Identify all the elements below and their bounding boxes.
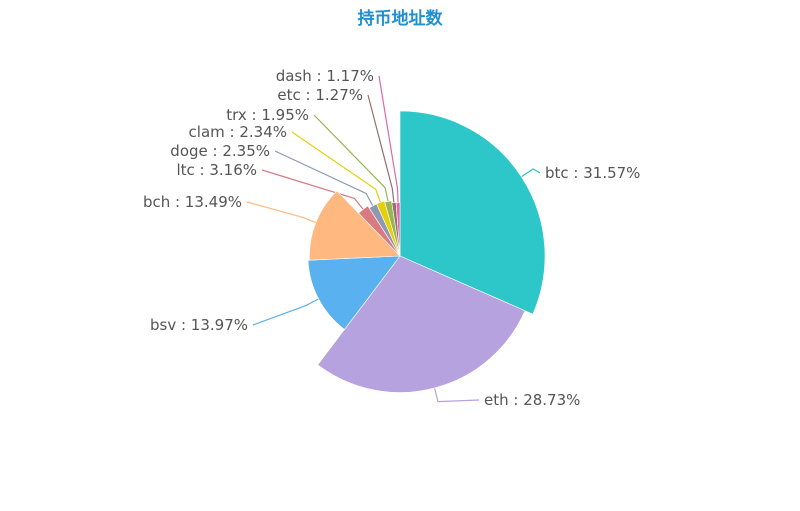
leader-line-etc — [367, 94, 395, 203]
slice-label-etc: etc : 1.27% — [277, 86, 363, 104]
slice-label-btc: btc : 31.57% — [545, 164, 640, 182]
pie-slice-dash[interactable] — [395, 202, 401, 257]
slice-label-doge: doge : 2.35% — [170, 142, 270, 160]
chart-title: 持币地址数 — [357, 9, 443, 29]
slice-label-ltc: ltc : 3.16% — [176, 161, 257, 179]
slice-label-bsv: bsv : 13.97% — [150, 316, 248, 334]
leader-line-clam — [291, 131, 382, 203]
label-leader-lines — [246, 75, 541, 403]
leader-line-bch — [246, 201, 317, 224]
slice-label-bch: bch : 13.49% — [143, 193, 242, 211]
slice-label-eth: eth : 28.73% — [484, 391, 580, 409]
pie-slice-ltc[interactable] — [358, 205, 401, 257]
leader-line-ltc — [261, 169, 364, 210]
leader-line-trx — [313, 114, 389, 202]
leader-line-btc — [521, 168, 541, 178]
pie-slice-eth[interactable] — [317, 255, 526, 393]
slice-labels: btc : 31.57% eth : 28.73% bsv : 13.97% bch … — [143, 67, 641, 409]
slice-label-dash: dash : 1.17% — [276, 67, 374, 85]
pie-slice-bch[interactable] — [309, 190, 401, 261]
pie-slice-clam[interactable] — [376, 200, 401, 257]
slice-label-trx: trx : 1.95% — [226, 106, 309, 124]
leader-line-dash — [378, 75, 399, 203]
leader-line-doge — [274, 150, 374, 207]
pie-slice-btc[interactable] — [399, 110, 546, 315]
pie-slice-etc[interactable] — [391, 201, 401, 257]
leader-line-bsv — [252, 298, 319, 326]
pie-slice-trx[interactable] — [384, 200, 401, 257]
slice-label-clam: clam : 2.34% — [189, 123, 287, 141]
pie-slice-bsv[interactable] — [307, 255, 401, 330]
leader-line-eth — [433, 387, 480, 403]
pie-slices — [307, 110, 546, 393]
